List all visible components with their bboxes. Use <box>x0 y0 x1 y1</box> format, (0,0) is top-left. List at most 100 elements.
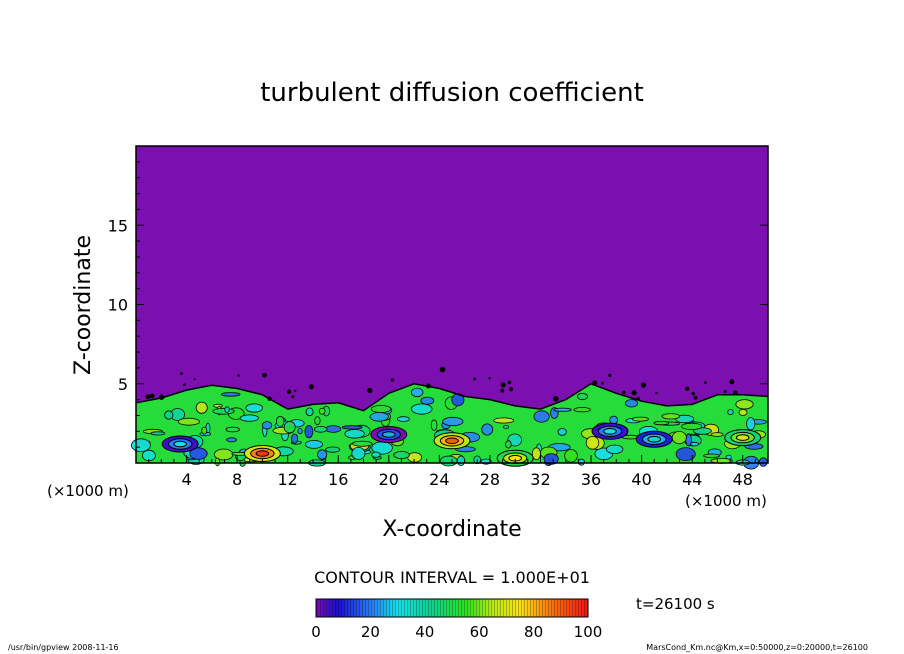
colorbar-tick-label: 60 <box>470 623 489 641</box>
turbulent-patch <box>430 419 438 431</box>
turbulent-patch <box>396 416 410 422</box>
turbulent-patch <box>693 427 712 435</box>
turbulent-patch <box>150 431 166 436</box>
turbulent-patch <box>164 410 174 420</box>
contour-blob <box>425 383 431 389</box>
x-axis-label: X-coordinate <box>382 517 521 542</box>
y-tick-label: 10 <box>108 296 128 315</box>
contour-blob <box>704 381 707 384</box>
turbulent-patch <box>297 428 303 435</box>
turbulent-patch <box>738 408 748 416</box>
turbulent-patch <box>439 455 458 467</box>
turbulent-patch <box>624 399 639 408</box>
colorbar-tick-label: 40 <box>415 623 434 641</box>
turbulent-patch <box>456 455 466 467</box>
turbulent-patch <box>369 411 389 422</box>
turbulent-patch <box>344 429 365 439</box>
turbulent-patch <box>325 446 341 453</box>
y-axis-label: Z-coordinate <box>71 235 96 375</box>
footer-right: MarsCond_Km.nc@Km,x=0:50000,z=0:20000,t=… <box>646 643 868 652</box>
x-tick-label: 4 <box>181 470 191 489</box>
colorbar-tick-label: 20 <box>361 623 380 641</box>
turbulent-patch <box>533 410 550 423</box>
turbulent-patch <box>177 417 200 426</box>
contour-blob <box>733 390 738 396</box>
contour-blob <box>291 395 295 399</box>
turbulent-patch <box>305 407 314 417</box>
contour-blob <box>636 396 641 401</box>
contour-blob <box>473 377 477 381</box>
hotspot <box>735 434 750 441</box>
contour-blob <box>308 384 314 390</box>
turbulent-patch <box>573 407 591 413</box>
x-tick-label: 8 <box>232 470 242 489</box>
turbulent-patch <box>304 439 323 449</box>
turbulent-patch <box>239 414 259 422</box>
colorbar-stripes <box>316 599 588 617</box>
contour-blob <box>193 378 196 381</box>
turbulent-patch <box>245 403 263 413</box>
contour-blob <box>655 391 658 395</box>
contour-blob <box>500 382 506 388</box>
turbulent-patch <box>291 433 299 444</box>
contour-blob <box>729 379 735 385</box>
turbulent-patch <box>410 403 433 415</box>
x-unit-left: (×1000 m) <box>47 482 129 500</box>
y-tick-label: 15 <box>108 216 128 235</box>
contour-blob <box>367 387 373 393</box>
turbulent-patch <box>685 433 692 447</box>
turbulent-patch <box>314 416 321 426</box>
contour-blob <box>553 395 559 402</box>
colorbar-tick-label: 80 <box>524 623 543 641</box>
turbulent-patch <box>371 451 381 458</box>
turbulent-patch <box>341 425 363 430</box>
x-tick-label: 16 <box>328 470 348 489</box>
turbulent-patch <box>585 435 600 450</box>
turbulent-patch <box>543 453 559 465</box>
x-axis-ticks: 4 8 12 16 20 24 28 32 36 40 44 48 <box>148 455 756 489</box>
contour-blob <box>439 366 446 373</box>
contour-blob <box>237 374 240 377</box>
turbulent-patch <box>727 409 734 416</box>
contour-blob <box>262 372 267 378</box>
turbulent-patch <box>493 417 515 424</box>
contour-blob <box>631 390 637 396</box>
plot-area <box>130 145 769 470</box>
turbulent-patch <box>225 426 240 433</box>
turbulent-patch <box>577 392 588 401</box>
x-tick-label: 24 <box>429 470 449 489</box>
turbulent-patch <box>261 421 273 430</box>
contour-blob <box>145 394 151 400</box>
turbulent-patch <box>758 457 768 467</box>
contour-blob <box>183 383 186 387</box>
turbulent-patch <box>609 415 619 425</box>
contour-blob <box>507 380 512 385</box>
colorbar-tick-label: 0 <box>311 623 321 641</box>
turbulent-patch <box>420 396 435 405</box>
contour-blob <box>158 394 165 400</box>
chart-title: turbulent diffusion coefficient <box>260 78 644 108</box>
hotspot <box>445 437 459 445</box>
contour-blob <box>723 390 727 393</box>
turbulent-patch <box>735 399 754 410</box>
turbulent-patch <box>531 447 541 461</box>
turbulent-patch <box>276 415 285 427</box>
contour-blob <box>488 377 491 380</box>
contour-blob <box>691 391 695 396</box>
contour-blob <box>286 389 292 394</box>
turbulent-patch <box>220 392 241 397</box>
turbulent-patch <box>130 438 151 453</box>
turbulent-patch <box>316 449 328 460</box>
contour-interval: CONTOUR INTERVAL = 1.000E+01 <box>314 568 590 587</box>
hotspot <box>647 435 662 443</box>
turbulent-patch <box>564 449 578 463</box>
contour-blob <box>685 386 690 391</box>
colorbar-frame <box>315 598 589 618</box>
contour-blob <box>622 390 626 395</box>
turbulent-patch <box>675 447 696 462</box>
hotspot <box>255 450 270 457</box>
x-tick-label: 44 <box>682 470 702 489</box>
turbulent-patch <box>313 425 328 433</box>
turbulent-patch <box>505 440 512 449</box>
contour-blob <box>500 388 505 393</box>
